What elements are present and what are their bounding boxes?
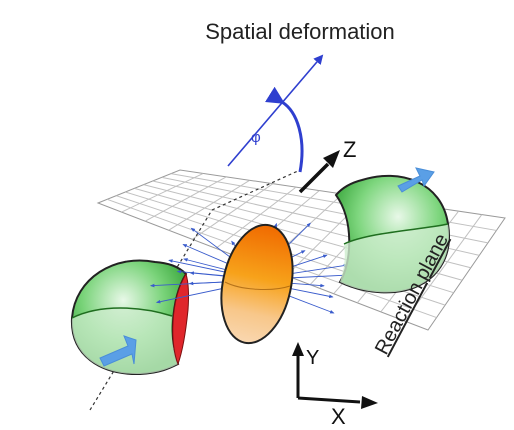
- left-nucleus-lower-shade: [71, 308, 178, 375]
- right-nucleus: [334, 174, 450, 294]
- z-axis-line: [298, 162, 330, 194]
- overlap-region: [220, 223, 294, 345]
- emission-arrow: [182, 244, 233, 267]
- z-axis: Z: [298, 137, 356, 194]
- overlap-almond: [220, 223, 294, 345]
- beam-axis-front: [211, 169, 301, 211]
- x-axis-line: [297, 396, 361, 404]
- phi-angle-arc: [265, 86, 304, 173]
- left-nucleus-equator: [71, 307, 173, 319]
- grid-line: [168, 179, 250, 231]
- xy-axes: Y X: [292, 342, 378, 429]
- emission-arrow: [282, 292, 335, 314]
- x-axis-arrowhead: [361, 396, 378, 409]
- emission-arrow: [176, 269, 227, 277]
- right-nucleus-equator: [343, 223, 449, 245]
- left-nucleus: [70, 259, 190, 376]
- grid-line: [215, 186, 297, 249]
- x-axis-label: X: [331, 404, 346, 429]
- right-flow-arrow: [397, 167, 435, 193]
- diagram-title: Spatial deformation: [205, 19, 395, 44]
- grid-line: [144, 176, 227, 222]
- z-axis-label: Z: [343, 137, 356, 162]
- y-axis-arrowhead: [292, 342, 304, 356]
- left-flow-arrow: [99, 335, 137, 367]
- y-axis-label: Y: [306, 347, 319, 369]
- grid-line: [121, 172, 204, 213]
- grid-line: [192, 183, 274, 240]
- overlap-equator: [224, 281, 291, 290]
- grid-line: [404, 214, 483, 322]
- right-nucleus-lower-shade: [340, 224, 449, 293]
- emission-arrow: [149, 281, 231, 288]
- deformation-axis-line: [227, 54, 324, 167]
- phi-label: φ: [251, 129, 261, 146]
- deformation-axis: φ: [227, 54, 324, 173]
- z-axis-arrowhead: [323, 150, 340, 168]
